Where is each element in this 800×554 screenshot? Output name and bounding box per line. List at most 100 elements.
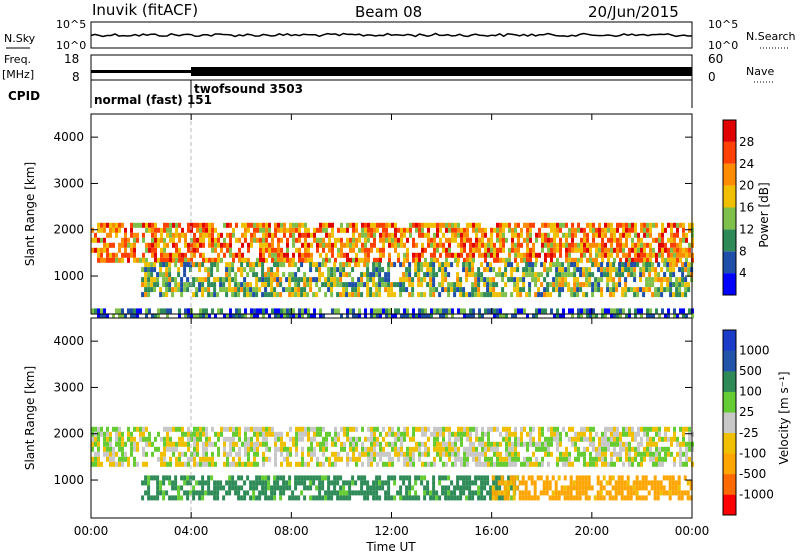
heatmap-cell	[583, 237, 586, 243]
heatmap-cell	[589, 456, 592, 462]
heatmap-cell	[181, 441, 184, 447]
heatmap-cell	[133, 426, 136, 432]
heatmap-cell	[408, 475, 412, 481]
heatmap-cell	[217, 257, 220, 263]
heatmap-cell	[390, 287, 394, 293]
heatmap-cell	[652, 247, 655, 253]
heatmap-cell	[502, 232, 505, 238]
heatmap-cell	[369, 490, 373, 496]
velocity-colorbar-tick: 500	[739, 364, 762, 378]
heatmap-cell	[512, 495, 516, 501]
heatmap-cell	[91, 431, 94, 437]
heatmap-cell	[532, 242, 535, 248]
heatmap-cell	[330, 282, 334, 288]
heatmap-cell	[124, 227, 127, 233]
heatmap-cell	[457, 446, 460, 452]
heatmap-cell	[246, 272, 250, 278]
heatmap-cell	[640, 308, 643, 314]
heatmap-cell	[595, 257, 598, 263]
heatmap-cell	[268, 222, 271, 228]
heatmap-cell	[387, 480, 391, 486]
heatmap-cell	[94, 232, 97, 238]
heatmap-cell	[674, 485, 678, 491]
heatmap-cell	[292, 237, 295, 243]
heatmap-cell	[661, 257, 664, 263]
heatmap-cell	[613, 313, 616, 319]
heatmap-cell	[466, 252, 469, 258]
heatmap-cell	[616, 252, 619, 258]
heatmap-cell	[547, 461, 550, 467]
heatmap-cell	[466, 446, 469, 452]
heatmap-cell	[537, 277, 541, 283]
heatmap-cell	[426, 282, 430, 288]
heatmap-cell	[241, 461, 244, 467]
freq-tick-top: 18	[64, 52, 79, 66]
heatmap-cell	[550, 441, 553, 447]
heatmap-cell	[592, 436, 595, 442]
heatmap-cell	[568, 252, 571, 258]
heatmap-cell	[319, 461, 322, 467]
heatmap-cell	[241, 313, 244, 319]
heatmap-cell	[154, 232, 157, 238]
heatmap-cell	[567, 282, 571, 288]
heatmap-cell	[639, 277, 643, 283]
heatmap-cell	[576, 287, 580, 293]
heatmap-cell	[268, 313, 271, 319]
heatmap-cell	[187, 247, 190, 253]
heatmap-cell	[147, 282, 151, 288]
heatmap-cell	[657, 277, 661, 283]
heatmap-cell	[211, 232, 214, 238]
heatmap-cell	[505, 222, 508, 228]
heatmap-cell	[165, 292, 169, 298]
heatmap-cell	[411, 485, 415, 491]
heatmap-cell	[439, 308, 442, 314]
heatmap-cell	[591, 282, 595, 288]
heatmap-cell	[670, 252, 673, 258]
heatmap-cell	[669, 277, 673, 283]
heatmap-cell	[658, 247, 661, 253]
heatmap-cell	[348, 490, 352, 496]
heatmap-cell	[405, 287, 409, 293]
heatmap-cell	[291, 272, 295, 278]
heatmap-cell	[406, 252, 409, 258]
heatmap-cell	[613, 461, 616, 467]
heatmap-cell	[255, 282, 259, 288]
heatmap-cell	[198, 287, 202, 293]
heatmap-cell	[229, 446, 232, 452]
heatmap-cell	[223, 237, 226, 243]
heatmap-cell	[195, 277, 199, 283]
heatmap-cell	[277, 308, 280, 314]
heatmap-cell	[633, 262, 637, 268]
heatmap-cell	[246, 262, 250, 268]
heatmap-cell	[238, 247, 241, 253]
heatmap-cell	[580, 237, 583, 243]
heatmap-cell	[255, 495, 259, 501]
heatmap-cell	[517, 232, 520, 238]
heatmap-cell	[94, 436, 97, 442]
heatmap-cell	[577, 222, 580, 228]
heatmap-cell	[553, 232, 556, 238]
x-tick-label: 00:00	[675, 524, 710, 538]
heatmap-cell	[568, 247, 571, 253]
heatmap-cell	[668, 495, 672, 501]
cpid-label: CPID	[8, 89, 40, 103]
heatmap-cell	[147, 267, 151, 273]
heatmap-cell	[238, 257, 241, 263]
heatmap-cell	[429, 262, 433, 268]
heatmap-cell	[339, 485, 343, 491]
power-colorbar-tick: 8	[739, 244, 747, 258]
heatmap-cell	[418, 227, 421, 233]
heatmap-cell	[438, 267, 442, 273]
heatmap-cell	[394, 232, 397, 238]
heatmap-cell	[267, 292, 271, 298]
heatmap-cell	[246, 490, 250, 496]
heatmap-cell	[160, 436, 163, 442]
heatmap-cell	[297, 277, 301, 283]
heatmap-cell	[222, 282, 226, 288]
heatmap-cell	[370, 436, 373, 442]
heatmap-cell	[568, 456, 571, 462]
heatmap-cell	[618, 262, 622, 268]
heatmap-cell	[589, 436, 592, 442]
heatmap-cell	[127, 257, 130, 263]
heatmap-cell	[406, 461, 409, 467]
